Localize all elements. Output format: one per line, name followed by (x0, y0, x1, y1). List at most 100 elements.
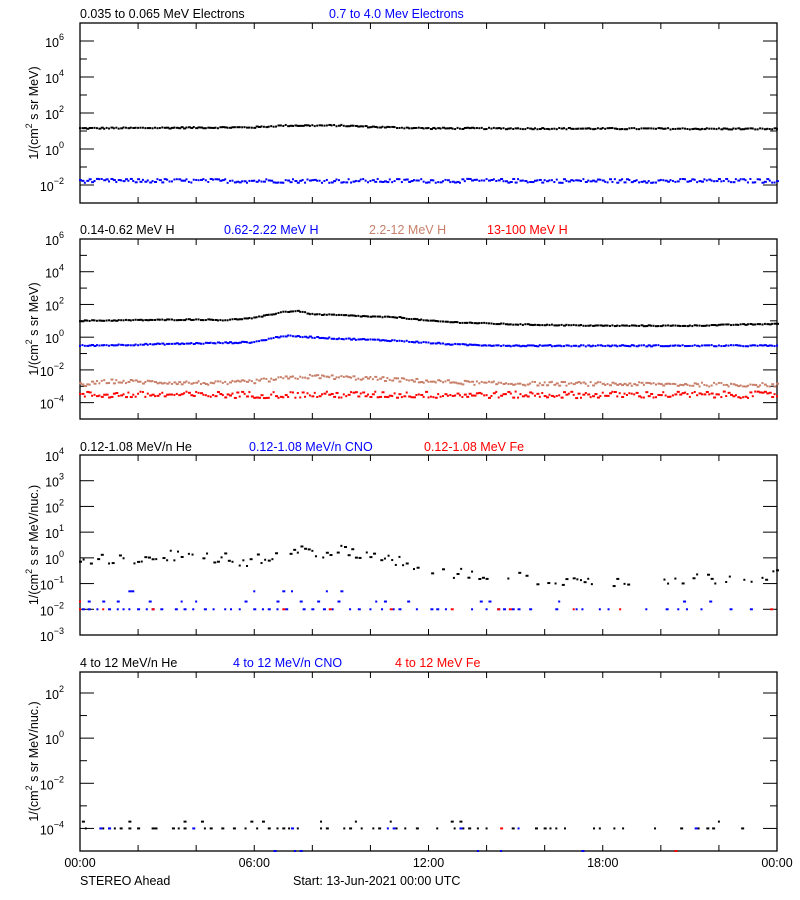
data-point (260, 125, 263, 128)
data-point (558, 181, 562, 184)
data-point (282, 335, 285, 338)
data-point (478, 179, 481, 182)
data-point (323, 179, 326, 182)
data-point (214, 319, 218, 322)
data-point (221, 827, 225, 830)
data-point (504, 382, 507, 385)
data-point (212, 178, 215, 181)
data-point (190, 181, 193, 184)
data-point (693, 382, 697, 385)
data-point (120, 381, 124, 384)
data-point (287, 395, 290, 398)
data-point (628, 127, 631, 130)
data-point (214, 342, 217, 345)
data-point (154, 319, 157, 322)
data-point (403, 317, 406, 320)
data-point (364, 338, 368, 341)
data-point (398, 393, 402, 396)
data-point (705, 344, 709, 347)
data-point (676, 180, 680, 183)
data-point (468, 321, 472, 324)
data-point (700, 344, 703, 347)
data-point (166, 342, 170, 345)
data-point (570, 390, 574, 393)
data-point (567, 392, 570, 395)
data-point (335, 391, 339, 394)
data-point (458, 394, 461, 397)
data-point (609, 178, 613, 181)
data-point (238, 181, 242, 184)
data-point (83, 127, 87, 130)
data-point (555, 382, 559, 385)
data-point (686, 383, 689, 386)
data-point (383, 180, 387, 183)
data-point (398, 339, 401, 342)
data-point (630, 127, 633, 130)
data-point (676, 344, 680, 347)
data-point (519, 179, 523, 182)
data-point (717, 381, 720, 384)
data-point (185, 178, 188, 181)
data-point (333, 395, 337, 398)
data-point (488, 396, 492, 399)
data-point (671, 179, 674, 182)
data-point (214, 395, 218, 398)
data-point (95, 344, 98, 347)
data-point (79, 179, 82, 182)
data-point (323, 392, 327, 395)
data-point (437, 320, 440, 323)
data-point (427, 181, 431, 184)
data-point (524, 323, 527, 326)
data-point (621, 178, 624, 181)
data-point (439, 320, 442, 323)
data-point (773, 345, 776, 348)
data-point (342, 181, 345, 184)
data-point (342, 393, 345, 396)
data-point (376, 378, 379, 381)
data-point (688, 384, 691, 387)
data-point (260, 180, 263, 183)
data-point (151, 127, 154, 130)
data-point (81, 392, 85, 395)
data-point (543, 827, 547, 830)
data-point (589, 180, 593, 183)
data-point (308, 335, 312, 338)
data-point (599, 127, 603, 130)
data-point (703, 393, 707, 396)
data-point (759, 178, 762, 181)
data-point (700, 381, 703, 384)
data-point (175, 342, 179, 345)
data-point (91, 319, 95, 322)
data-point (446, 127, 450, 130)
data-point (550, 394, 554, 397)
data-point (396, 396, 400, 399)
data-point (79, 608, 81, 611)
data-point (485, 344, 488, 347)
data-point (175, 319, 179, 322)
data-point (650, 345, 654, 348)
data-point (650, 127, 653, 130)
data-point (642, 325, 646, 328)
data-point (555, 827, 558, 830)
data-point (190, 382, 194, 385)
data-point (383, 315, 386, 318)
data-point (480, 380, 483, 383)
data-point (500, 381, 503, 384)
data-point (192, 394, 196, 397)
data-point (546, 180, 550, 183)
y-tick-label: 103 (45, 472, 64, 490)
data-point (546, 384, 550, 387)
data-point (616, 324, 619, 327)
data-point (638, 324, 641, 327)
data-point (287, 125, 291, 128)
data-point (258, 315, 261, 318)
data-point (371, 338, 375, 341)
data-point (102, 608, 105, 611)
data-point (492, 126, 495, 129)
data-point (560, 396, 564, 399)
data-point (296, 124, 300, 127)
legend-entry: 4 to 12 MeV/n He (80, 656, 177, 670)
data-point (773, 393, 776, 396)
data-point (565, 344, 569, 347)
data-point (89, 562, 93, 565)
